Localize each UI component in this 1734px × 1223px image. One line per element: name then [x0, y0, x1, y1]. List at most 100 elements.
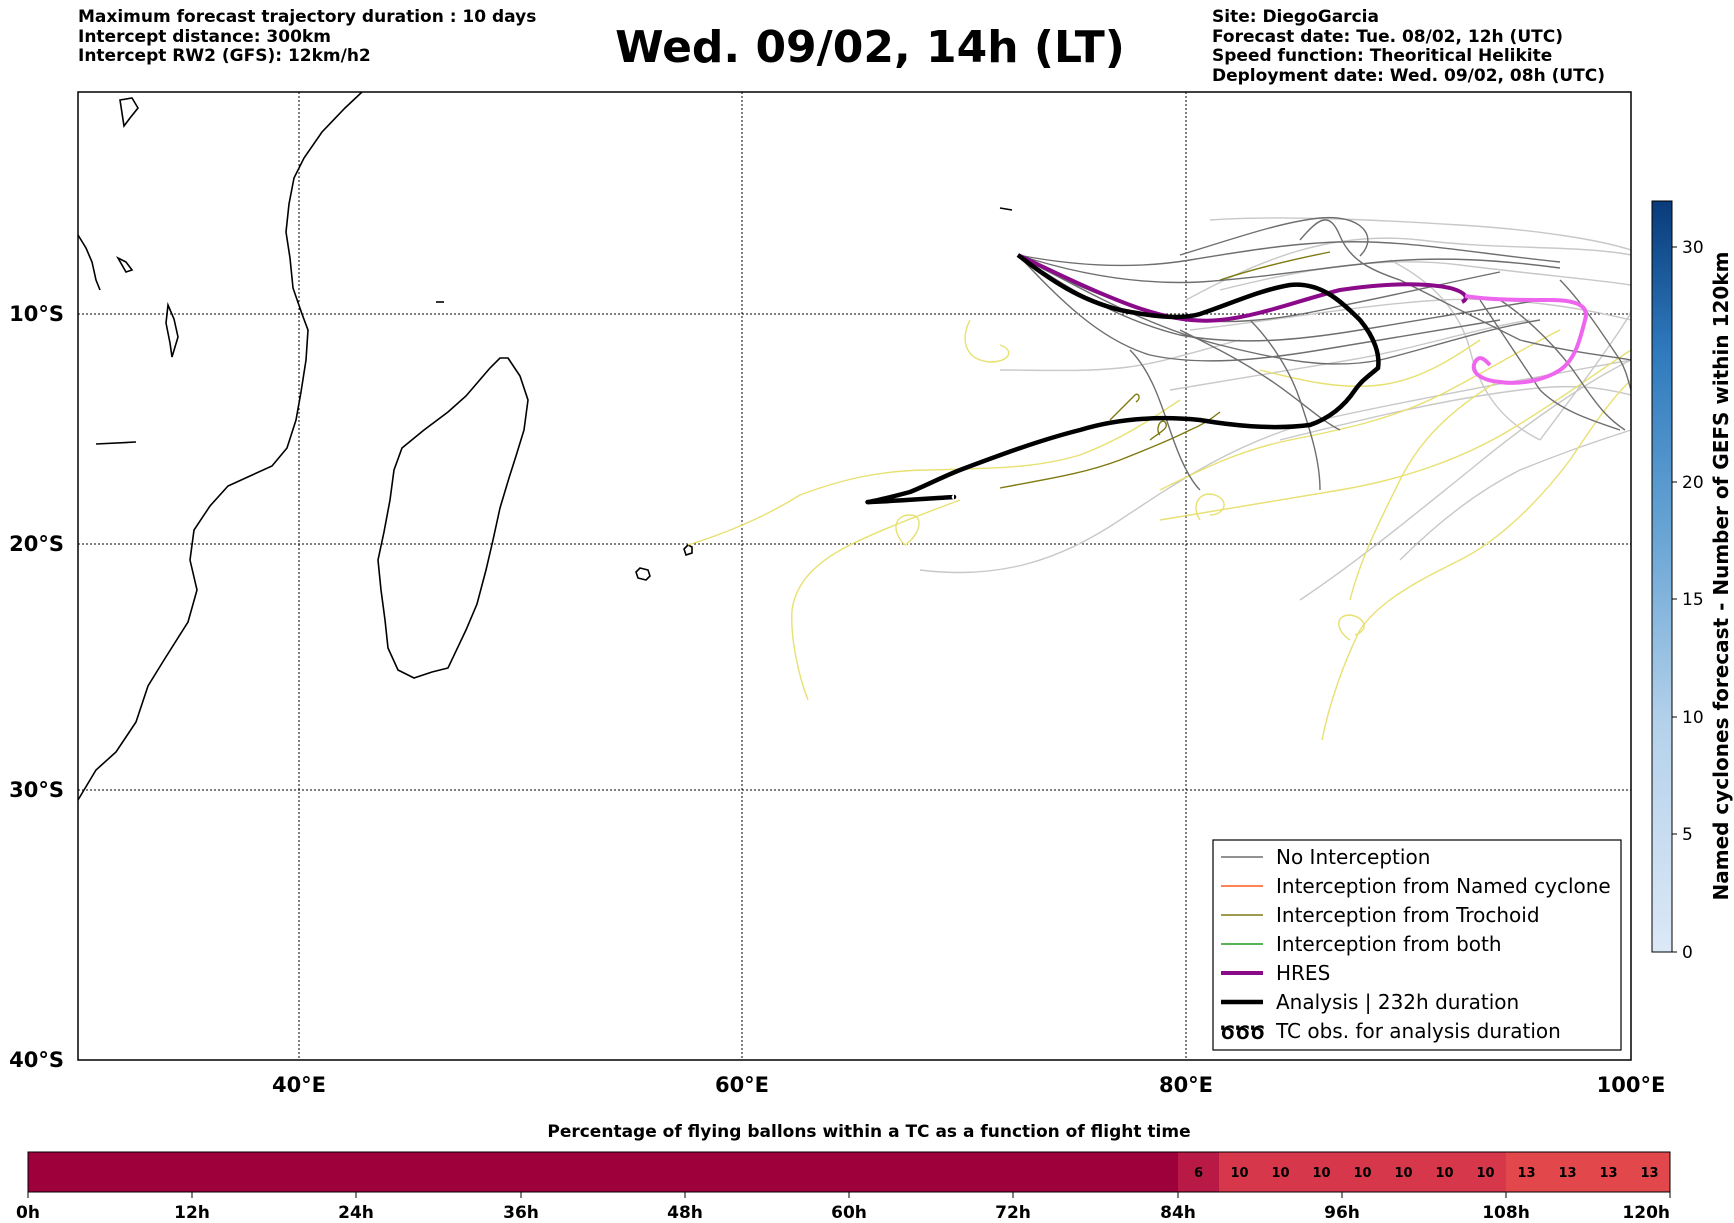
trajectory — [919, 359, 1631, 574]
timebar-cell — [1219, 1152, 1260, 1192]
trajectory — [999, 339, 1241, 372]
timebar-cell-label: 13 — [1558, 1166, 1576, 1181]
trajectory — [1479, 299, 1621, 431]
coastline-island — [999, 207, 1013, 211]
ensemble-trajectories-far — [919, 217, 1631, 601]
timebar-tick-label: 12h — [174, 1203, 210, 1223]
timebar-cell-label: 13 — [1517, 1166, 1535, 1181]
trajectory — [1399, 429, 1631, 561]
timebar-tick-label: 48h — [667, 1203, 703, 1223]
colorbar-label: Named cyclones forecast - Number of GEFS… — [1709, 252, 1733, 901]
coastline-island — [635, 567, 651, 581]
colorbar-tick: 15 — [1682, 590, 1704, 610]
timebar-cell-label: 13 — [1599, 1166, 1617, 1181]
trajectory — [1185, 237, 1631, 301]
lat-label: 30°S — [9, 778, 64, 802]
trajectory — [1259, 339, 1481, 388]
lat-label: 10°S — [9, 302, 64, 326]
map-frame — [77, 91, 1632, 1061]
header-left-info: Maximum forecast trajectory duration : 1… — [78, 7, 536, 67]
trajectory — [1129, 349, 1201, 491]
timebar-tick-label: 36h — [503, 1203, 539, 1223]
colorbar-tick: 10 — [1682, 708, 1704, 728]
tc-obs-symbol: ԾԾԾ — [1220, 1022, 1265, 1044]
timebar-ticks — [27, 1192, 1671, 1198]
colorbar-gradient — [1651, 200, 1673, 953]
trajectory — [1279, 385, 1631, 441]
header-left-line: Intercept RW2 (GFS): 12km/h2 — [78, 46, 371, 66]
trajectory — [1179, 216, 1369, 257]
lat-label: 40°S — [9, 1048, 64, 1072]
coastlines — [78, 92, 1013, 801]
header-right-info: Site: DiegoGarcia Forecast date: Tue. 08… — [1212, 7, 1606, 86]
timebar-cell-label: 10 — [1353, 1166, 1371, 1181]
time-bar: Percentage of flying ballons within a TC… — [16, 1122, 1671, 1223]
header-right-line: Site: DiegoGarcia — [1212, 7, 1379, 27]
trajectory — [1559, 279, 1631, 391]
timebar-cell — [1383, 1152, 1424, 1192]
page-title: Wed. 09/02, 14h (LT) — [615, 22, 1125, 73]
trajectory — [1109, 393, 1140, 421]
legend-label: Interception from Trochoid — [1276, 903, 1540, 927]
trajectory — [1169, 319, 1531, 391]
hres-trajectory — [1017, 253, 1468, 323]
trajectory — [1017, 254, 1541, 365]
timebar-cell-label: 10 — [1230, 1166, 1248, 1181]
trajectory — [1321, 459, 1571, 741]
timebar-cell-label: 10 — [1271, 1166, 1289, 1181]
timebar-cell — [1506, 1152, 1547, 1192]
trochoid-interceptions — [999, 251, 1331, 489]
header-left-line: Intercept distance: 300km — [78, 26, 331, 47]
trajectory — [1539, 309, 1631, 441]
legend-label: No Interception — [1276, 845, 1430, 869]
coastline-island — [95, 441, 137, 445]
timebar-title: Percentage of flying ballons within a TC… — [547, 1122, 1190, 1142]
timebar-tick-label: 60h — [831, 1203, 867, 1223]
coastline-africa-north — [78, 234, 101, 291]
colorbar-tick: 0 — [1682, 943, 1693, 963]
legend-box — [1212, 839, 1622, 1051]
trajectory — [1299, 359, 1631, 601]
map-axis-labels: 40°E 60°E 80°E 100°E 10°S 20°S 30°S 40°S — [9, 302, 1665, 1097]
trajectory — [1179, 329, 1341, 431]
trajectory — [1017, 254, 1501, 362]
colorbar-tick: 5 — [1682, 825, 1693, 845]
timebar-cell-label: 6 — [1194, 1166, 1203, 1181]
trajectory — [1399, 279, 1631, 361]
trajectory — [964, 319, 1010, 363]
timebar-cell-label: 10 — [1394, 1166, 1412, 1181]
lon-label: 80°E — [1159, 1073, 1213, 1097]
header-right-line: Deployment date: Wed. 09/02, 08h (UTC) — [1212, 65, 1606, 86]
legend-label: HRES — [1276, 961, 1330, 985]
trajectory — [1389, 259, 1541, 441]
trajectory — [999, 411, 1221, 489]
trajectory — [1195, 493, 1225, 521]
colorbar: 0 5 10 15 20 30 Named cyclones forecast … — [1651, 200, 1733, 963]
timebar-tick-label: 84h — [1160, 1203, 1196, 1223]
timebar-cell — [1260, 1152, 1301, 1192]
timebar-tick-label: 72h — [995, 1203, 1031, 1223]
coastline-island — [119, 97, 139, 129]
header-right-line: Speed function: Theoritical Helikite — [1212, 46, 1553, 66]
coastline-island — [683, 544, 693, 557]
timebar-cell — [1629, 1152, 1670, 1192]
timebar-cell — [1178, 1152, 1219, 1192]
trajectory — [791, 499, 961, 701]
analysis-trajectory — [865, 253, 1381, 505]
trajectory — [1219, 251, 1331, 281]
trajectory — [1569, 379, 1631, 461]
trajectory — [895, 514, 920, 546]
trajectory — [1209, 217, 1631, 251]
legend-label: Analysis | 232h duration — [1276, 990, 1519, 1014]
timebar-cells: 6 10 10 10 10 10 10 10 13 13 13 13 — [1178, 1152, 1670, 1192]
coastline-island — [115, 256, 134, 273]
trajectory — [1499, 299, 1626, 431]
colorbar-tick: 20 — [1682, 473, 1704, 493]
timebar-tick-label: 120h — [1622, 1203, 1670, 1223]
timebar-cell — [1424, 1152, 1465, 1192]
timebar-cell-label: 10 — [1476, 1166, 1494, 1181]
lon-label: 100°E — [1597, 1073, 1666, 1097]
trajectory — [1349, 379, 1501, 601]
ensemble-trajectories-yellow — [687, 319, 1631, 741]
